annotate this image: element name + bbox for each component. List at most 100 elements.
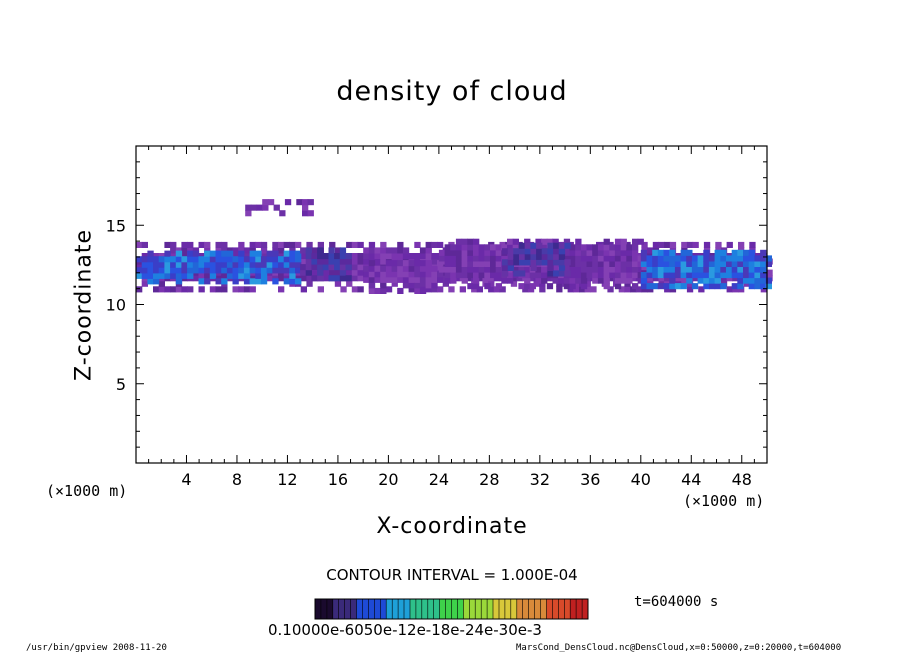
field-cell bbox=[295, 256, 302, 263]
field-cell bbox=[592, 249, 599, 256]
field-cell bbox=[170, 247, 177, 254]
field-cell bbox=[221, 278, 228, 285]
field-cell bbox=[215, 275, 222, 282]
field-cell bbox=[243, 278, 251, 285]
colorbar-segment bbox=[475, 599, 482, 619]
field-cell bbox=[450, 249, 457, 256]
field-cell bbox=[204, 261, 211, 268]
field-cell bbox=[467, 249, 474, 256]
field-cell bbox=[473, 260, 480, 267]
field-cell bbox=[519, 253, 526, 260]
field-cell bbox=[575, 277, 582, 284]
field-cell bbox=[215, 241, 222, 248]
field-cell bbox=[575, 238, 582, 245]
field-cell bbox=[363, 271, 370, 278]
field-cell bbox=[663, 255, 670, 262]
field-cell bbox=[646, 266, 653, 273]
field-cell bbox=[164, 286, 171, 293]
field-cell bbox=[459, 286, 466, 293]
field-cell bbox=[198, 241, 205, 248]
field-cell bbox=[720, 272, 727, 279]
field-cell bbox=[535, 266, 542, 273]
field-cell bbox=[640, 260, 648, 267]
field-cell bbox=[238, 241, 245, 248]
field-cell bbox=[380, 253, 387, 260]
field-cell bbox=[380, 271, 387, 278]
field-cell bbox=[238, 250, 245, 257]
field-cell bbox=[580, 255, 588, 262]
field-cell bbox=[181, 256, 188, 263]
field-cell bbox=[586, 260, 593, 267]
field-cell bbox=[478, 255, 485, 262]
field-cell bbox=[569, 244, 576, 251]
field-cell bbox=[141, 267, 148, 274]
field-cell bbox=[198, 278, 205, 285]
field-cell bbox=[391, 265, 398, 272]
field-cell bbox=[302, 204, 309, 211]
field-cell bbox=[215, 286, 222, 293]
x-tick-label: 28 bbox=[479, 470, 499, 489]
colorbar-frame bbox=[314, 598, 589, 620]
field-cell bbox=[674, 260, 682, 267]
field-cell bbox=[181, 267, 188, 274]
field-cell bbox=[488, 286, 495, 293]
field-cell bbox=[215, 247, 222, 254]
field-cell bbox=[513, 248, 520, 255]
field-cell bbox=[614, 249, 622, 256]
field-cell bbox=[175, 286, 183, 293]
field-cell bbox=[541, 259, 548, 266]
field-cell bbox=[414, 287, 421, 294]
field-cell bbox=[374, 247, 381, 254]
field-cell bbox=[289, 272, 296, 279]
field-cell bbox=[260, 247, 268, 254]
field-cell bbox=[624, 286, 631, 293]
colorbar-segment bbox=[451, 599, 458, 619]
field-cell bbox=[272, 267, 279, 274]
field-cell bbox=[641, 241, 648, 248]
field-cell bbox=[158, 280, 165, 287]
field-cell bbox=[507, 277, 514, 284]
field-cell bbox=[473, 283, 480, 290]
colorbar-segment bbox=[445, 599, 452, 619]
field-cell bbox=[484, 255, 491, 262]
field-cell bbox=[397, 247, 404, 254]
field-cell bbox=[164, 256, 171, 263]
field-cell bbox=[249, 256, 256, 263]
field-cell bbox=[518, 283, 525, 290]
field-cell bbox=[249, 278, 256, 285]
field-cell bbox=[748, 266, 755, 273]
field-cell bbox=[637, 255, 644, 262]
field-cell bbox=[232, 261, 239, 268]
field-cell bbox=[226, 256, 234, 263]
field-cell bbox=[697, 260, 704, 267]
field-cell bbox=[431, 253, 438, 260]
field-cell bbox=[632, 255, 639, 262]
field-cell bbox=[620, 260, 627, 267]
field-cell bbox=[714, 283, 721, 290]
field-cell bbox=[391, 280, 398, 287]
field-cell bbox=[245, 210, 252, 217]
field-cell bbox=[311, 253, 318, 260]
field-cell bbox=[502, 248, 509, 255]
field-cell bbox=[484, 249, 491, 256]
field-cell bbox=[351, 241, 359, 248]
field-cell bbox=[482, 275, 489, 282]
field-cell bbox=[484, 244, 491, 251]
field-cell bbox=[522, 286, 529, 293]
field-cell bbox=[488, 280, 495, 287]
field-cell bbox=[444, 277, 451, 284]
field-cell bbox=[136, 267, 143, 274]
field-cell bbox=[663, 260, 670, 267]
field-cell bbox=[317, 264, 324, 271]
field-cell bbox=[408, 265, 415, 272]
field-cell bbox=[363, 276, 370, 283]
field-cell bbox=[563, 277, 571, 284]
field-cell bbox=[408, 260, 415, 267]
field-cell bbox=[272, 247, 279, 254]
field-cell bbox=[765, 255, 772, 262]
field-cell bbox=[592, 244, 599, 251]
field-cell bbox=[209, 250, 217, 257]
field-cell bbox=[737, 272, 744, 279]
field-cell bbox=[674, 283, 682, 290]
field-cell bbox=[597, 272, 605, 279]
